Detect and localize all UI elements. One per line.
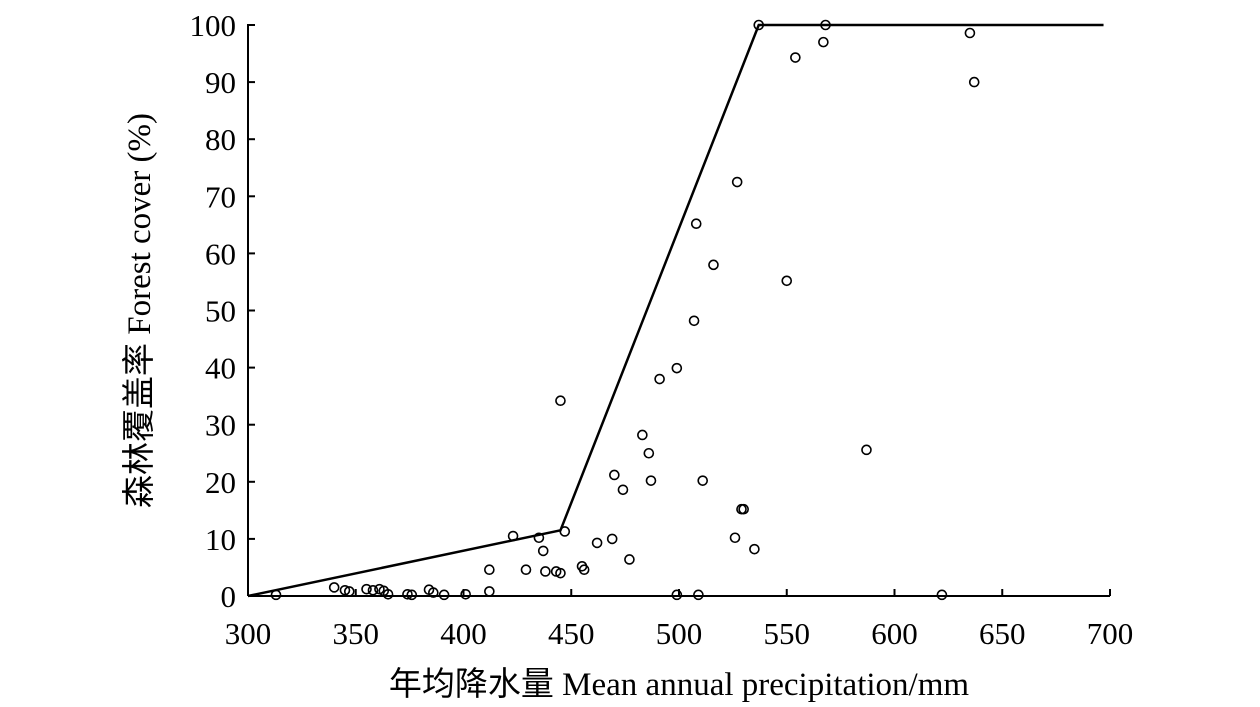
x-tick-label: 500	[656, 616, 703, 651]
data-point	[753, 19, 765, 31]
x-tick-labels: 300 350 400 450 500 550 600 650 700	[225, 616, 1134, 651]
y-tick-label: 10	[205, 522, 236, 557]
x-tick-label: 450	[548, 616, 595, 651]
data-point	[708, 259, 719, 271]
data-point	[484, 564, 495, 576]
data-point	[671, 589, 683, 601]
data-point	[964, 27, 976, 39]
y-tick-label: 90	[205, 65, 236, 100]
data-point	[693, 589, 704, 601]
data-point	[343, 586, 355, 597]
data-point	[697, 475, 709, 486]
y-axis-title: 森林覆盖率 Forest cover (%)	[121, 113, 158, 508]
data-point	[537, 545, 549, 557]
data-points	[270, 19, 980, 601]
y-tick-label: 20	[205, 465, 236, 500]
data-point	[606, 533, 618, 545]
data-point	[820, 19, 831, 31]
data-point	[645, 475, 657, 486]
data-point	[609, 469, 620, 481]
data-point	[540, 566, 551, 577]
x-tick-label: 350	[333, 616, 380, 651]
data-point	[559, 526, 571, 537]
y-tick-label: 100	[190, 8, 237, 43]
data-point	[968, 76, 980, 88]
data-point	[339, 584, 351, 596]
x-tick-label: 400	[440, 616, 487, 651]
y-tick-label: 70	[205, 179, 236, 214]
data-point	[688, 315, 700, 327]
y-tick-label: 60	[205, 236, 236, 271]
data-point	[654, 373, 665, 385]
y-tick-label: 50	[205, 294, 236, 329]
data-point	[406, 589, 418, 601]
data-point	[861, 444, 872, 456]
data-point	[731, 176, 743, 188]
x-tick-label: 300	[225, 616, 272, 651]
data-point	[637, 429, 648, 441]
data-point	[555, 395, 566, 407]
data-point	[936, 589, 948, 601]
data-point	[507, 530, 519, 542]
axes	[247, 24, 1111, 597]
x-tick-label: 600	[871, 616, 918, 651]
data-point	[591, 537, 603, 549]
fit-line	[247, 23, 1104, 598]
data-point	[790, 52, 801, 63]
data-point	[818, 36, 829, 48]
y-tick-label: 0	[221, 579, 237, 614]
data-point	[484, 586, 495, 597]
data-point	[438, 589, 450, 601]
x-tick-label: 550	[764, 616, 811, 651]
data-point	[382, 588, 394, 600]
data-point	[749, 543, 760, 555]
data-point	[643, 447, 655, 459]
data-point	[270, 589, 282, 601]
data-point	[624, 554, 635, 565]
data-point	[402, 588, 413, 600]
y-tick-label: 40	[205, 351, 236, 386]
y-tick-label: 80	[205, 122, 236, 157]
data-point	[460, 588, 471, 600]
x-tick-label: 650	[979, 616, 1026, 651]
data-point	[617, 484, 629, 496]
fit-line-group	[247, 23, 1104, 598]
data-point	[428, 587, 439, 598]
x-axis-title: 年均降水量 Mean annual precipitation/mm	[389, 666, 969, 703]
data-point	[367, 584, 379, 596]
data-point	[729, 532, 741, 544]
data-point	[361, 583, 372, 595]
data-point	[520, 564, 532, 576]
data-point	[533, 532, 545, 544]
data-point	[781, 275, 793, 287]
y-tick-labels: 0 10 20 30 40 50 60 70 80 90 100	[190, 8, 237, 614]
data-point	[671, 362, 683, 374]
data-point	[690, 218, 702, 230]
x-tick-label: 700	[1087, 616, 1134, 651]
data-point	[555, 567, 566, 579]
data-point	[738, 503, 749, 515]
data-point	[328, 582, 340, 593]
y-tick-label: 30	[205, 408, 236, 443]
data-point	[578, 564, 590, 576]
